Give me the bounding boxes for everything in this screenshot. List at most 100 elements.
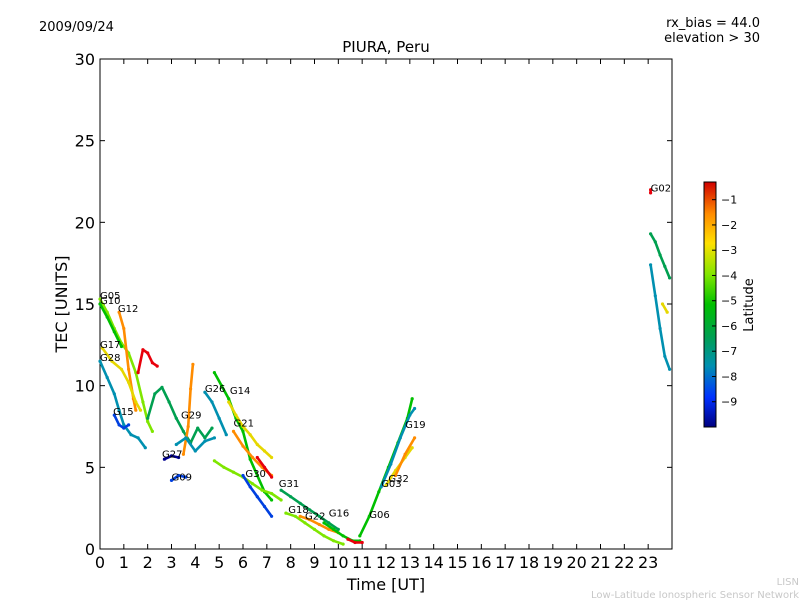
- data-point: [293, 514, 297, 518]
- colorbar-tick-label: −2: [721, 219, 737, 232]
- colorbar-tick-label: −4: [721, 269, 737, 282]
- x-tick-label: 23: [638, 553, 658, 572]
- x-tick-label: 15: [447, 553, 467, 572]
- x-tick-label: 0: [95, 553, 105, 572]
- data-point: [127, 367, 131, 371]
- data-point: [658, 253, 662, 257]
- data-point: [658, 326, 662, 331]
- data-point: [248, 457, 252, 461]
- data-point: [112, 330, 116, 334]
- data-point: [191, 362, 195, 366]
- satellite-label: G22: [305, 512, 325, 523]
- data-point: [298, 514, 302, 518]
- data-point: [150, 429, 154, 433]
- x-tick-label: 20: [566, 553, 586, 572]
- data-point: [668, 367, 672, 371]
- data-point: [212, 459, 216, 463]
- data-point: [174, 442, 178, 447]
- data-point: [169, 454, 174, 458]
- satellite-label: G31: [279, 479, 299, 490]
- y-tick-label: 25: [75, 132, 95, 151]
- data-point: [260, 488, 264, 492]
- chart-title: PIURA, Peru: [342, 38, 429, 56]
- data-point: [119, 367, 124, 371]
- data-point: [367, 514, 371, 518]
- data-point: [138, 408, 143, 412]
- series-g30: [213, 459, 283, 502]
- satellite-label: G02: [651, 183, 671, 194]
- satellite-label: G27: [162, 450, 182, 461]
- series-g29: [182, 363, 195, 456]
- data-point: [389, 462, 393, 466]
- x-tick-label: 4: [190, 553, 200, 572]
- y-tick-label: 10: [75, 377, 95, 396]
- data-point: [255, 473, 259, 478]
- data-point: [248, 433, 252, 437]
- data-point: [112, 413, 116, 417]
- data-point: [146, 420, 150, 424]
- data-point: [660, 302, 665, 306]
- series-g15: [113, 413, 130, 430]
- x-tick-label: 21: [590, 553, 610, 572]
- data-point: [174, 416, 178, 420]
- data-point: [231, 429, 236, 433]
- data-point: [193, 449, 197, 453]
- data-point: [250, 482, 255, 486]
- satellite-label: G10: [100, 296, 120, 307]
- data-point: [649, 263, 653, 267]
- data-point: [134, 408, 138, 412]
- x-tick-label: 7: [262, 553, 272, 572]
- data-point: [134, 400, 138, 404]
- data-point: [241, 424, 245, 429]
- elevation-label: elevation > 30: [664, 31, 760, 46]
- data-point: [377, 490, 381, 494]
- data-point: [665, 310, 669, 314]
- plot-area: [99, 58, 673, 550]
- satellite-label: G17: [100, 340, 120, 351]
- data-point: [169, 478, 174, 482]
- data-point: [186, 424, 190, 429]
- data-point: [262, 504, 267, 509]
- data-point: [270, 491, 274, 496]
- data-point: [98, 302, 102, 306]
- data-point: [162, 457, 166, 461]
- data-point: [177, 473, 181, 478]
- y-axis-label: TEC [UNITS]: [52, 256, 71, 354]
- data-point: [384, 483, 388, 487]
- data-point: [255, 442, 259, 447]
- x-tick-label: 11: [352, 553, 372, 572]
- data-point: [227, 397, 231, 401]
- x-tick-label: 6: [238, 553, 248, 572]
- data-point: [122, 423, 126, 427]
- data-series: [98, 188, 672, 546]
- data-point: [127, 380, 131, 384]
- data-point: [105, 315, 109, 319]
- x-tick-label: 8: [286, 553, 296, 572]
- data-point: [134, 371, 138, 375]
- colorbar-tick-label: −5: [721, 295, 737, 308]
- data-point: [150, 361, 154, 365]
- data-point: [203, 436, 207, 440]
- data-point: [255, 455, 259, 460]
- axis-ticks: 0 1 2 3 4 5 6 7 8 9 10 11 12 13 14 15 16 17 18 19 20 21 22 2305…: [75, 50, 672, 572]
- satellite-label: G18: [288, 505, 308, 516]
- data-point: [153, 392, 157, 396]
- footer-acronym: LISN: [777, 577, 799, 588]
- data-point: [653, 294, 657, 298]
- y-tick-label: 0: [85, 540, 95, 559]
- data-point: [220, 384, 224, 388]
- data-point: [379, 485, 383, 489]
- data-point: [653, 240, 657, 244]
- x-tick-label: 5: [214, 553, 224, 572]
- data-point: [112, 392, 116, 396]
- data-point: [222, 465, 226, 469]
- data-point: [146, 351, 150, 355]
- y-tick-label: 20: [75, 213, 95, 232]
- data-point: [308, 518, 312, 522]
- data-point: [248, 485, 252, 489]
- data-point: [155, 364, 159, 368]
- chart-date: 2009/09/24: [39, 20, 114, 35]
- x-tick-label: 14: [423, 553, 443, 572]
- data-point: [160, 385, 164, 389]
